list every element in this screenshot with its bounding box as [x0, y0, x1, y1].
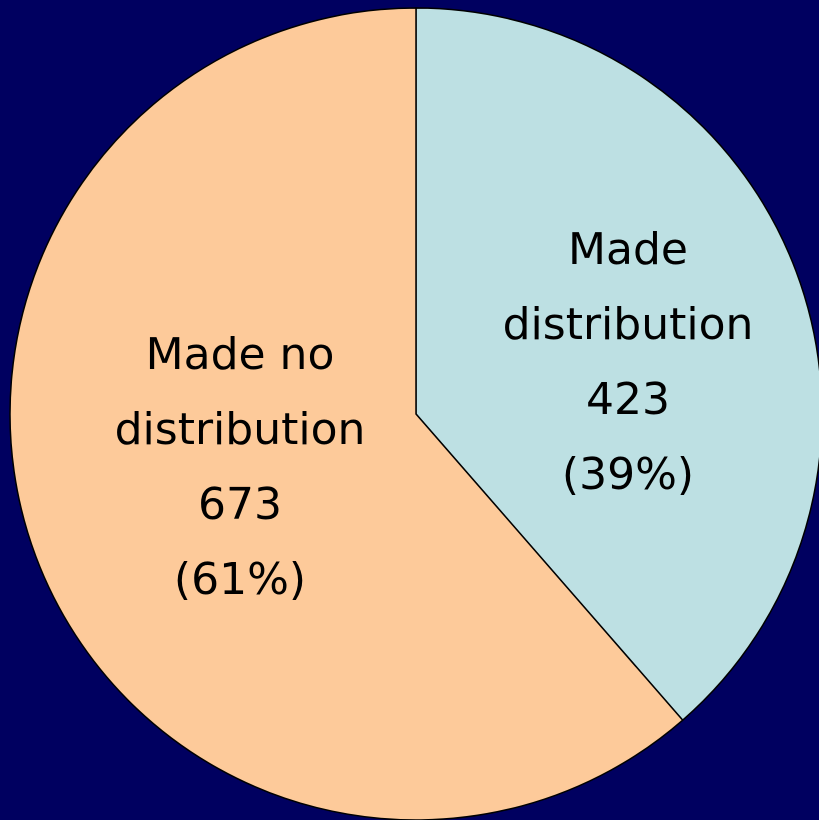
category-label: Made no distribution: [114, 329, 366, 455]
share-label: (39%): [561, 449, 695, 500]
category-label: Made distribution: [502, 224, 754, 350]
value-label: 423: [586, 374, 670, 425]
pie-slice: [9, 7, 684, 820]
slice-label: Made no distribution 673 (61%): [90, 317, 390, 617]
value-label: 673: [198, 479, 282, 530]
pie-slice: [415, 7, 819, 722]
slice-label: Made distribution 423 (39%): [478, 212, 778, 512]
share-label: (61%): [173, 554, 307, 605]
